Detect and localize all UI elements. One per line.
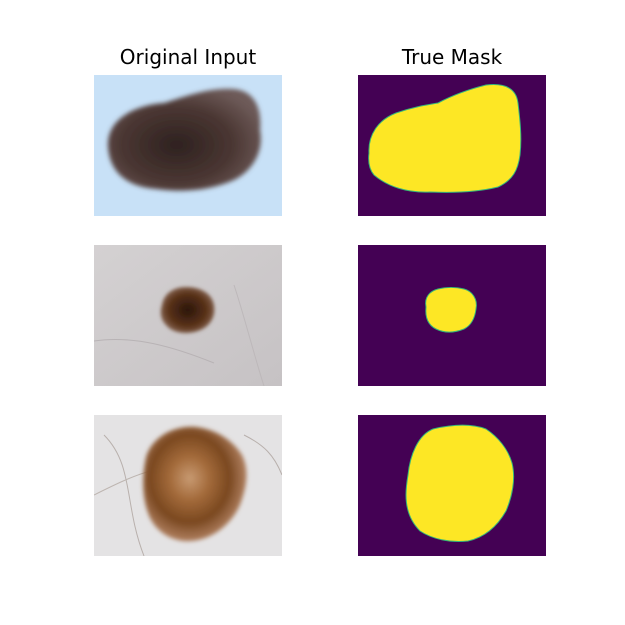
original-input-image-2 xyxy=(94,245,282,386)
original-input-image-1 xyxy=(94,75,282,216)
column-title-true-mask: True Mask xyxy=(401,45,503,69)
column-title-original-input: Original Input xyxy=(119,45,257,69)
true-mask-image-1 xyxy=(358,75,546,216)
true-mask-image-2 xyxy=(358,245,546,386)
true-mask-image-3 xyxy=(358,415,546,556)
original-input-image-3 xyxy=(94,415,282,556)
